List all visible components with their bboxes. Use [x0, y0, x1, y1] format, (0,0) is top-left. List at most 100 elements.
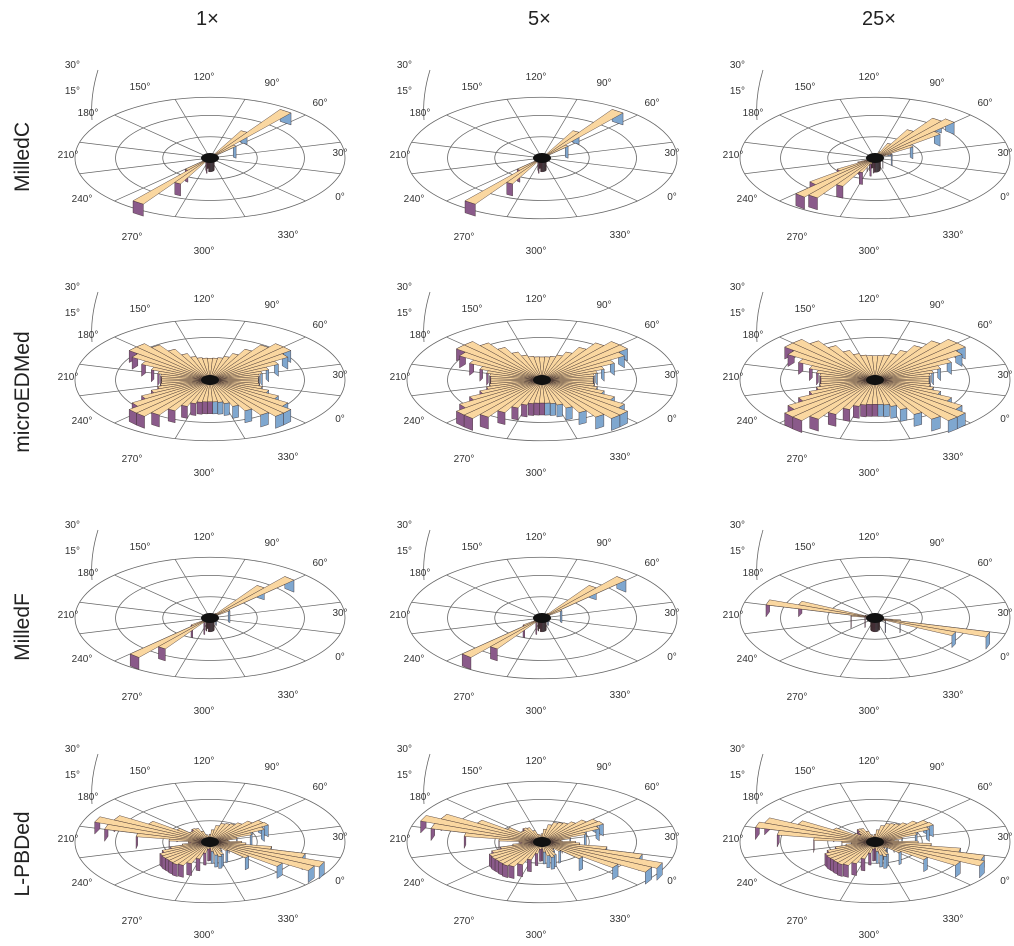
- angle-tick-label: 0°: [667, 876, 677, 887]
- angle-tick-label: 30°: [332, 832, 347, 843]
- angle-tick-label: 300°: [859, 468, 880, 479]
- rose-bar-side: [225, 849, 229, 864]
- vertical-scale-label: 15°: [397, 546, 412, 557]
- grid-spoke: [874, 157, 911, 217]
- grid-ring: [74, 318, 346, 442]
- angle-tick-label: 240°: [737, 878, 758, 889]
- angle-tick-label: 180°: [743, 108, 764, 119]
- grid-ring: [115, 115, 305, 201]
- angle-tick-label: 60°: [312, 782, 327, 793]
- angle-tick-label: 210°: [390, 150, 411, 161]
- rose-plot-l-pbded-1x: 0° 30° 60° 90° 120° 150° 180° 210° 240° 270° 300° 3…: [58, 744, 348, 941]
- grid-ring: [827, 136, 923, 180]
- angle-tick-label: 120°: [526, 294, 547, 305]
- rose-bar-side: [181, 404, 188, 419]
- rose-bar-side: [877, 403, 884, 417]
- grid-ring: [780, 575, 970, 661]
- rose-bar-side: [842, 407, 851, 422]
- rose-bar-side: [217, 401, 224, 415]
- grid-ring: [739, 556, 1011, 680]
- angle-tick-label: 30°: [664, 370, 679, 381]
- rose-bar-side: [875, 851, 879, 864]
- grid-ring: [447, 575, 637, 661]
- angle-tick-label: 60°: [977, 558, 992, 569]
- angle-tick-label: 0°: [667, 652, 677, 663]
- vertical-scale-label: 30°: [397, 520, 412, 531]
- vertical-scale-label: 15°: [397, 770, 412, 781]
- vertical-scale-arc: [423, 753, 431, 805]
- angle-tick-label: 240°: [404, 416, 425, 427]
- rose-bar-side: [842, 863, 849, 878]
- rose-bar: [174, 157, 211, 185]
- angle-tick-label: 270°: [787, 916, 808, 927]
- angle-tick-label: 120°: [526, 72, 547, 83]
- grid-ring: [162, 596, 258, 640]
- grid-spoke: [874, 617, 911, 677]
- angle-tick-label: 330°: [610, 452, 631, 463]
- angle-tick-label: 240°: [72, 416, 93, 427]
- angle-tick-label: 240°: [737, 416, 758, 427]
- rose-bar-side: [538, 160, 540, 174]
- rose-bar-side: [869, 163, 872, 177]
- angle-tick-label: 60°: [644, 782, 659, 793]
- rose-bar: [874, 144, 914, 159]
- rose-bar-side: [196, 401, 203, 415]
- grid-spoke: [209, 141, 341, 159]
- rose-bar-side: [883, 404, 890, 418]
- angle-tick-label: 150°: [462, 304, 483, 315]
- grid-spoke: [506, 559, 543, 619]
- rose-bar-side: [828, 412, 837, 427]
- angle-tick-label: 0°: [667, 192, 677, 203]
- angle-tick-label: 30°: [997, 370, 1012, 381]
- vertical-scale-arc: [423, 529, 431, 581]
- angle-tick-label: 180°: [410, 108, 431, 119]
- grid-spoke: [114, 574, 211, 619]
- rose-bar-side: [871, 404, 879, 417]
- grid-spoke: [446, 574, 543, 619]
- grid-spoke: [411, 601, 543, 619]
- angle-tick-label: 150°: [795, 82, 816, 93]
- rose-bar-side: [517, 863, 523, 877]
- angle-tick-label: 120°: [859, 72, 880, 83]
- vertical-scale-label: 15°: [730, 86, 745, 97]
- rose-bar: [506, 157, 543, 185]
- angle-tick-label: 120°: [194, 72, 215, 83]
- rose-bar: [541, 576, 627, 619]
- rose-bar-side: [161, 855, 166, 871]
- rose-bar: [157, 617, 211, 650]
- rose-bar: [836, 157, 876, 187]
- grid-ring: [494, 820, 590, 864]
- angle-tick-label: 210°: [58, 150, 79, 161]
- angle-tick-label: 330°: [610, 914, 631, 925]
- angle-tick-label: 210°: [723, 610, 744, 621]
- grid-spoke: [779, 574, 876, 619]
- rose-bar-side: [853, 405, 860, 419]
- vertical-scale-label: 30°: [65, 282, 80, 293]
- grid-ring: [739, 318, 1011, 442]
- vertical-scale-label: 30°: [730, 744, 745, 755]
- rose-center-hub: [866, 837, 884, 847]
- angle-tick-label: 330°: [278, 914, 299, 925]
- angle-tick-label: 210°: [390, 834, 411, 845]
- rose-bar-side: [521, 403, 528, 418]
- angle-tick-label: 180°: [743, 792, 764, 803]
- grid-spoke: [744, 617, 876, 635]
- vertical-scale-label: 15°: [730, 308, 745, 319]
- grid-ring: [780, 799, 970, 885]
- rose-center-hub: [533, 153, 551, 163]
- rose-bar-side: [883, 855, 888, 869]
- angle-tick-label: 330°: [610, 690, 631, 701]
- angle-tick-label: 0°: [667, 414, 677, 425]
- angle-tick-label: 30°: [332, 148, 347, 159]
- angle-tick-label: 270°: [454, 692, 475, 703]
- angle-tick-label: 210°: [723, 372, 744, 383]
- angle-tick-label: 30°: [997, 608, 1012, 619]
- vertical-scale-label: 30°: [730, 282, 745, 293]
- angle-tick-label: 330°: [610, 230, 631, 241]
- angle-tick-label: 90°: [596, 300, 611, 311]
- grid-ring: [74, 780, 346, 904]
- rose-center-hub: [866, 613, 884, 623]
- grid-spoke: [839, 99, 876, 159]
- rose-bar-side: [826, 855, 831, 871]
